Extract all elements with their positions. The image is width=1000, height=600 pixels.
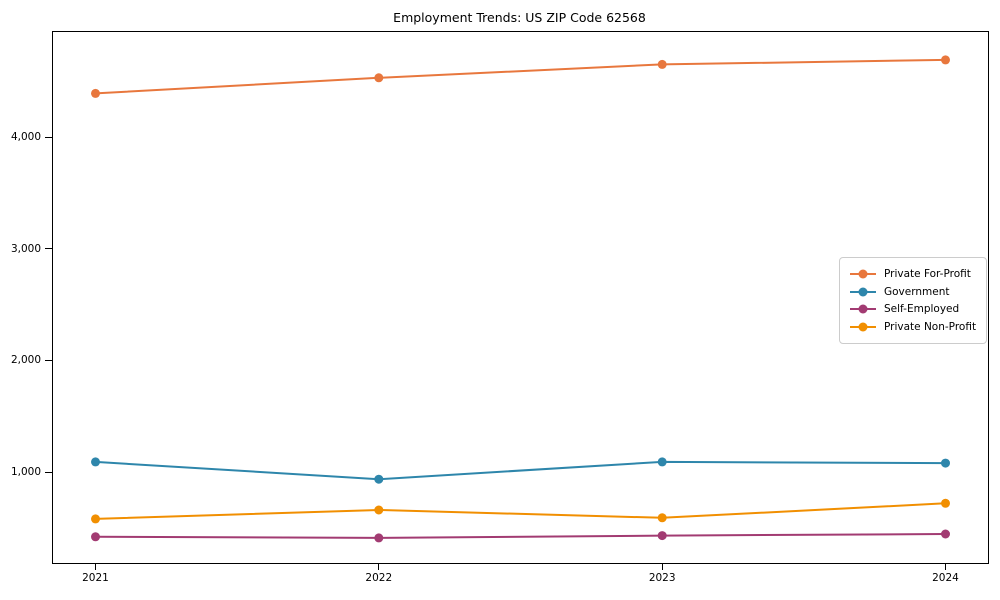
data-point-icon [657, 513, 667, 523]
legend-item: Self-Employed [849, 301, 976, 319]
data-point-icon [374, 533, 384, 543]
y-axis-tick-label: 2,000 [10, 354, 41, 367]
legend-label: Private Non-Profit [884, 321, 977, 334]
series-line-0 [95, 58, 946, 95]
series-line-3 [95, 502, 946, 520]
data-point-icon [941, 458, 950, 468]
data-point-icon [374, 73, 384, 83]
chart-title: Employment Trends: US ZIP Code 62568 [393, 10, 646, 25]
legend-label: Government [884, 285, 950, 298]
legend-box: Private For-Profit Government Self-Employe… [839, 257, 988, 344]
y-axis-tick [45, 471, 52, 473]
x-axis-tick [378, 563, 380, 570]
x-axis-tick-label: 2022 [365, 572, 393, 584]
legend-label: Private For-Profit [884, 267, 971, 280]
x-axis-tick [95, 563, 96, 570]
line-chart-canvas [91, 55, 950, 543]
x-axis-tick [945, 563, 946, 570]
legend-line-marker-icon [850, 269, 876, 279]
legend-label: Self-Employed [884, 303, 960, 316]
data-point-icon [657, 59, 667, 69]
series-line-2 [95, 533, 946, 539]
data-point-icon [657, 531, 667, 541]
x-axis-tick-label: 2021 [82, 572, 109, 584]
legend-line-marker-icon [850, 287, 876, 297]
data-point-icon [941, 529, 950, 539]
legend-item: Government [849, 283, 976, 301]
data-point-icon [91, 532, 100, 542]
y-axis-tick-label: 4,000 [10, 131, 41, 143]
data-point-icon [941, 55, 950, 65]
y-axis-tick-label: 1,000 [10, 466, 41, 478]
data-point-icon [657, 457, 667, 467]
y-axis-tick [45, 359, 52, 361]
data-point-icon [91, 88, 100, 98]
x-axis-tick [661, 563, 663, 570]
y-axis-tick-label: 3,000 [10, 242, 41, 255]
data-point-icon [91, 457, 100, 467]
legend-line-marker-icon [850, 322, 876, 332]
x-axis-tick-label: 2023 [648, 572, 676, 584]
plot-area: Private For-Profit Government Self-Employe… [11, 31, 989, 584]
data-point-icon [374, 474, 384, 484]
legend-item: Private For-Profit [849, 265, 976, 283]
y-axis-tick [45, 248, 52, 250]
y-axis-tick [45, 136, 52, 138]
legend-line-marker-icon [850, 304, 876, 314]
data-point-icon [91, 514, 100, 524]
legend-item: Private Non-Profit [849, 318, 976, 336]
data-point-icon [374, 505, 384, 515]
series-line-1 [95, 460, 946, 481]
x-axis-tick-label: 2024 [932, 572, 959, 584]
data-point-icon [941, 498, 950, 508]
